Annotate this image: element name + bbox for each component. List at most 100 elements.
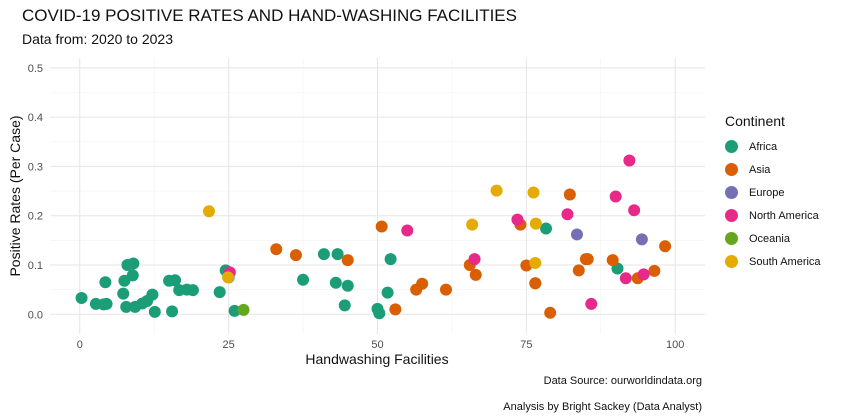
legend-label: Europe (749, 186, 785, 199)
legend: Continent Africa Asia Europe North America O… (725, 113, 821, 273)
point-africa (373, 307, 386, 320)
legend-swatch (725, 140, 738, 153)
point-asia (572, 264, 585, 277)
point-africa (331, 248, 344, 261)
legend-label: North America (749, 209, 819, 222)
point-asia (416, 277, 429, 290)
point-south-america (202, 205, 215, 218)
y-tick-label: 0.4 (28, 112, 43, 124)
point-south-america (490, 184, 503, 197)
x-tick-label: 0 (77, 339, 83, 351)
point-africa (166, 305, 179, 318)
point-africa (329, 276, 342, 289)
point-asia (648, 264, 661, 277)
point-africa (126, 269, 139, 282)
point-south-america (529, 217, 542, 230)
point-north-america (585, 297, 598, 310)
point-asia (659, 240, 672, 253)
point-asia (529, 277, 542, 290)
point-north-america (637, 268, 650, 281)
point-africa (146, 288, 159, 301)
point-asia (289, 249, 302, 262)
legend-item-asia: Asia (725, 158, 821, 181)
x-tick-label: 75 (520, 339, 532, 351)
point-south-america (527, 186, 540, 199)
point-africa (297, 273, 310, 286)
point-asia (469, 268, 482, 281)
legend-label: Asia (749, 163, 771, 176)
x-tick-label: 25 (223, 339, 235, 351)
point-africa (148, 305, 161, 318)
point-south-america (222, 271, 235, 284)
chart-title: COVID-19 POSITIVE RATES AND HAND-WASHING… (22, 6, 517, 25)
point-asia (341, 254, 354, 267)
legend-label: South America (749, 255, 821, 268)
point-north-america (401, 224, 414, 237)
point-north-america (609, 190, 622, 203)
legend-label: Africa (749, 140, 778, 153)
point-africa (120, 300, 133, 313)
point-asia (389, 303, 402, 316)
legend-item-south-america: South America (725, 250, 821, 273)
point-africa (99, 276, 112, 289)
point-africa (127, 257, 140, 270)
point-asia (270, 243, 283, 256)
axis-tick-labels: 0 25 50 75 100 0.0 0.1 0.2 0.3 0.4 0.5 (28, 63, 685, 351)
point-asia (563, 188, 576, 201)
point-europe (635, 233, 648, 246)
y-tick-label: 0.0 (28, 309, 43, 321)
point-europe (570, 228, 583, 241)
legend-swatch (725, 232, 738, 245)
legend-swatch (725, 163, 738, 176)
point-africa (381, 286, 394, 299)
x-tick-label: 50 (371, 339, 383, 351)
legend-item-europe: Europe (725, 181, 821, 204)
legend-swatch (725, 186, 738, 199)
point-south-america (466, 218, 479, 231)
point-africa (338, 299, 351, 312)
legend-swatch (725, 255, 738, 268)
point-north-america (511, 213, 524, 226)
y-tick-label: 0.5 (28, 63, 43, 75)
y-tick-label: 0.3 (28, 161, 43, 173)
point-africa (540, 222, 553, 235)
x-axis-label: Handwashing Facilities (305, 351, 448, 367)
legend-label: Oceania (749, 232, 790, 245)
point-asia (606, 254, 619, 267)
point-africa (75, 292, 88, 305)
data-source-caption: Data Source: ourworldindata.org (543, 375, 702, 387)
point-asia (581, 253, 594, 266)
point-asia (439, 283, 452, 296)
y-tick-label: 0.1 (28, 260, 43, 272)
point-north-america (628, 204, 641, 217)
point-africa (117, 287, 130, 300)
x-tick-label: 100 (666, 339, 684, 351)
chart-subtitle: Data from: 2020 to 2023 (22, 31, 173, 47)
point-north-america (561, 208, 574, 221)
legend-swatch (725, 209, 738, 222)
legend-item-north-america: North America (725, 204, 821, 227)
point-north-america (619, 272, 632, 285)
point-africa (169, 274, 182, 287)
point-africa (384, 253, 397, 266)
point-africa (186, 284, 199, 297)
point-asia (544, 306, 557, 319)
legend-item-africa: Africa (725, 135, 821, 158)
point-africa (341, 279, 354, 292)
point-africa (317, 248, 330, 261)
point-north-america (623, 154, 636, 167)
point-north-america (468, 253, 481, 266)
point-africa (228, 304, 241, 317)
point-asia (375, 220, 388, 233)
analyst-caption: Analysis by Bright Sackey (Data Analyst) (503, 401, 702, 413)
legend-item-oceania: Oceania (725, 227, 821, 250)
data-points (75, 154, 672, 320)
point-south-america (529, 257, 542, 270)
point-africa (100, 297, 113, 310)
point-africa (213, 286, 226, 299)
legend-title: Continent (725, 113, 785, 129)
point-oceania (237, 303, 250, 316)
y-axis-label: Positive Rates (Per Case) (7, 115, 23, 276)
y-tick-label: 0.2 (28, 211, 43, 223)
